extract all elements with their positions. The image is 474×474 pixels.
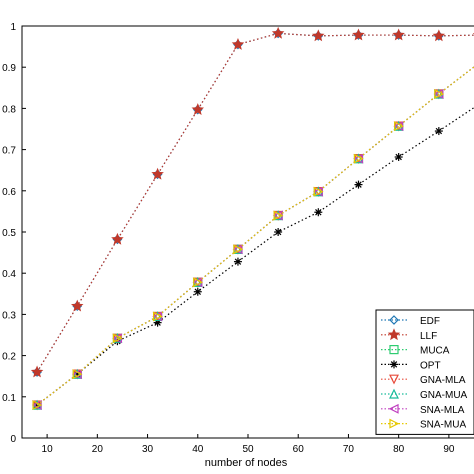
y-tick-label: 0.8 (2, 104, 16, 115)
data-point (71, 299, 84, 312)
data-point (112, 332, 123, 343)
data-point (434, 89, 445, 99)
series-llf (30, 26, 474, 378)
y-tick-label: 0.9 (2, 63, 16, 74)
data-point (313, 186, 324, 197)
legend-entry: LLF (381, 328, 437, 342)
y-tick-label: 0.4 (2, 269, 16, 280)
y-tick-label: 0 (10, 434, 16, 445)
legend-marker (389, 418, 400, 429)
y-tick-label: 0.2 (2, 352, 16, 363)
series-layer (30, 26, 474, 411)
data-point (354, 180, 363, 189)
legend-entry: SNA-MLA (381, 403, 465, 416)
data-point (192, 276, 203, 287)
data-point (273, 210, 284, 221)
data-point (153, 311, 163, 322)
legend-label: LLF (420, 331, 437, 342)
y-tick-label: 0.1 (2, 393, 16, 404)
data-point (434, 127, 443, 136)
data-point (231, 37, 245, 50)
data-point (393, 120, 404, 131)
series-line (36, 66, 474, 406)
legend-label: OPT (420, 360, 441, 371)
x-tick-label: 40 (192, 444, 204, 455)
data-point (72, 369, 83, 380)
legend-entry: OPT (381, 360, 441, 371)
data-point (193, 277, 204, 288)
data-point (233, 257, 242, 266)
legend-box (375, 309, 474, 435)
legend-entry: EDF (381, 315, 440, 327)
legend-marker (387, 328, 401, 341)
legend-label: MUCA (420, 346, 450, 357)
y-tick-label: 0.5 (2, 228, 16, 239)
data-point (394, 153, 403, 162)
data-point (112, 333, 123, 344)
plot-frame (21, 25, 474, 439)
data-point (433, 88, 444, 99)
x-tick-label: 80 (393, 444, 405, 455)
series-line (36, 106, 474, 406)
data-point (314, 208, 323, 217)
data-point (273, 210, 284, 221)
data-point (111, 232, 124, 245)
data-point (392, 28, 405, 41)
data-point (32, 400, 43, 411)
x-tick-label: 90 (443, 444, 455, 455)
data-point (313, 186, 324, 197)
legend-label: SNA-MLA (420, 405, 465, 416)
data-point (152, 311, 163, 322)
data-point (352, 28, 365, 41)
data-point (30, 365, 44, 378)
data-point (394, 121, 405, 132)
legend-label: GNA-MLA (420, 375, 466, 386)
data-point (191, 103, 205, 115)
y-tick-label: 0.7 (2, 146, 16, 157)
legend-marker (390, 360, 398, 369)
legend-marker (389, 315, 399, 325)
y-axis-ticks: 0 0.1 0.2 0.3 0.4 0.5 0.6 0.7 0.8 0.9 1 (2, 22, 26, 445)
legend-marker (388, 403, 399, 414)
series-sna-mua (32, 66, 474, 411)
data-point (32, 399, 43, 410)
data-point (72, 368, 83, 379)
legend-marker (389, 388, 399, 399)
x-tick-label: 60 (293, 444, 305, 455)
legend-entry: MUCA (381, 345, 450, 357)
x-tick-label: 30 (142, 444, 154, 455)
data-point (271, 26, 285, 39)
data-point (312, 29, 325, 42)
y-tick-label: 1 (10, 22, 16, 33)
data-point (353, 153, 364, 164)
legend-entry: GNA-MLA (381, 374, 466, 386)
legend-entry: SNA-MUA (381, 418, 466, 431)
x-axis-ticks: 10 20 30 40 50 60 70 80 90 (42, 434, 455, 455)
x-axis-label: number of nodes (205, 457, 288, 469)
legend-entry: GNA-MUA (381, 388, 468, 401)
legend-label: EDF (420, 316, 440, 327)
series-line (36, 32, 474, 373)
legend-label: SNA-MUA (420, 420, 466, 431)
x-tick-label: 70 (343, 444, 355, 455)
y-tick-label: 0.3 (2, 310, 16, 321)
data-point (233, 244, 244, 255)
data-point (151, 167, 164, 180)
data-point (432, 29, 446, 42)
x-tick-label: 10 (42, 444, 54, 455)
legend-label: GNA-MUA (420, 390, 468, 401)
legend-marker (389, 374, 399, 385)
data-point (193, 287, 202, 296)
data-point (232, 243, 243, 254)
x-tick-label: 50 (242, 444, 254, 455)
x-tick-label: 20 (92, 444, 104, 455)
data-point (274, 228, 283, 236)
legend-marker (389, 345, 399, 355)
y-tick-label: 0.6 (2, 187, 16, 198)
data-point (353, 153, 364, 164)
legend: EDF LLF MUCA OPT GNA-MLA GNA-MUA SNA-MLA SNA-MU… (375, 309, 474, 435)
